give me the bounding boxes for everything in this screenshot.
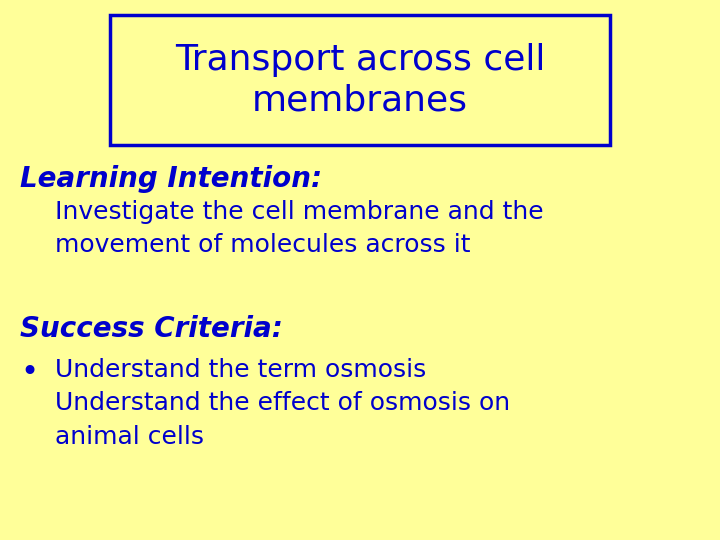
Text: •: • <box>20 358 38 387</box>
FancyBboxPatch shape <box>110 15 610 145</box>
Text: Success Criteria:: Success Criteria: <box>20 315 283 343</box>
Text: Investigate the cell membrane and the
movement of molecules across it: Investigate the cell membrane and the mo… <box>55 200 544 258</box>
Text: Transport across cell
membranes: Transport across cell membranes <box>175 43 545 117</box>
Text: Learning Intention:: Learning Intention: <box>20 165 322 193</box>
Text: Understand the term osmosis
Understand the effect of osmosis on
animal cells: Understand the term osmosis Understand t… <box>55 358 510 449</box>
